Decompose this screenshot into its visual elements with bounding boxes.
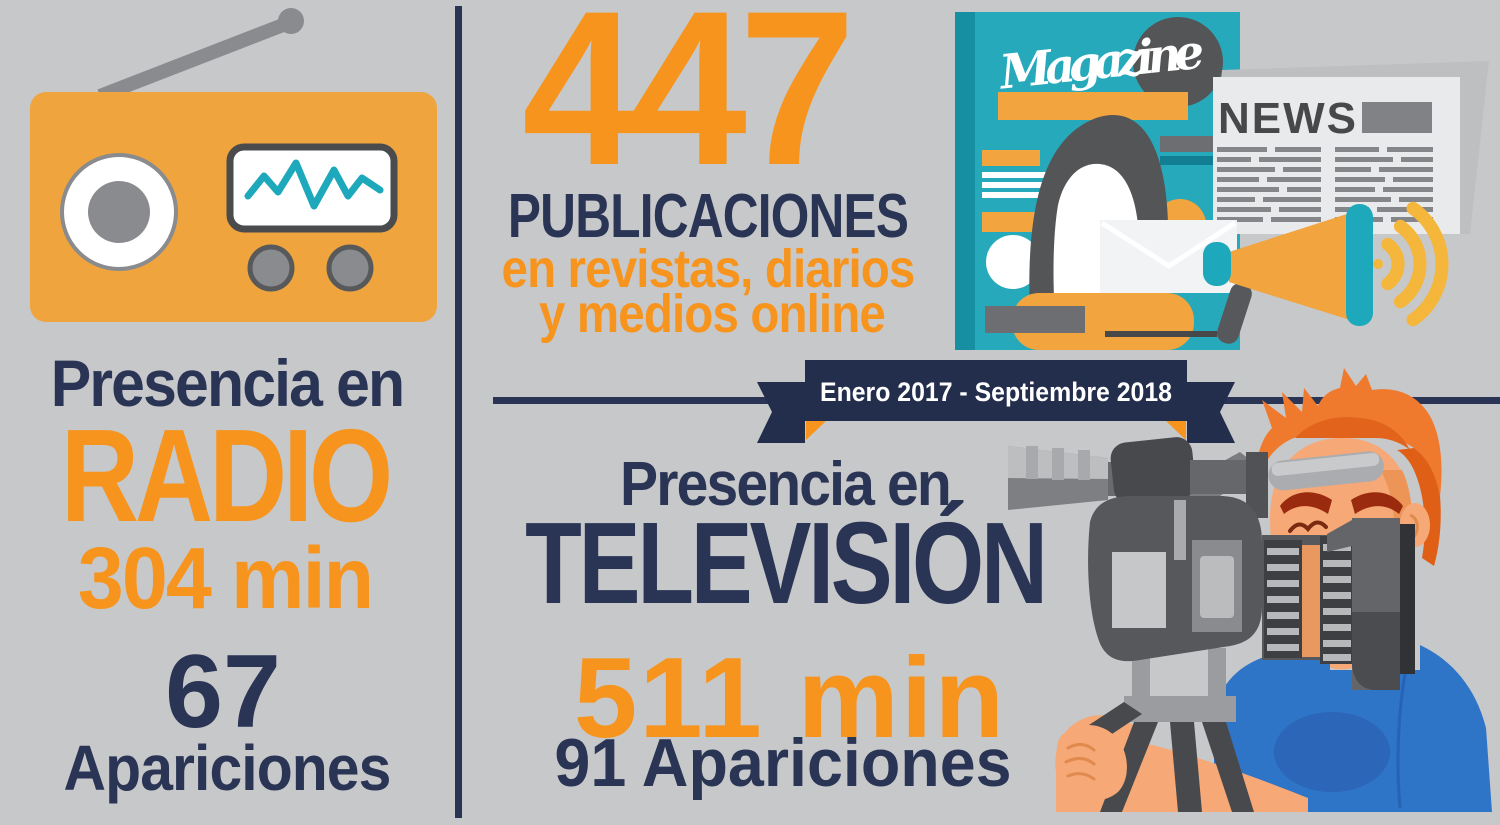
magazine-bar-gray <box>1160 136 1214 152</box>
megaphone-bell <box>1346 204 1373 326</box>
tv-medium-label: TELEVISIÓN <box>525 498 1048 628</box>
lens-hood-wedge <box>1327 520 1352 552</box>
camera-panel <box>1112 552 1166 628</box>
tripod-leg <box>1202 722 1254 812</box>
magazine-spine <box>955 12 977 350</box>
magazine-bar-bottom <box>985 306 1085 333</box>
magazine-bar-small <box>982 150 1040 166</box>
period-ribbon: Enero 2017 - Septiembre 2018 <box>757 360 1235 443</box>
magazine-rule <box>1105 331 1217 337</box>
radio-minutes-value: 304 min <box>77 530 374 627</box>
magazine-icon: Magazine <box>955 12 1240 350</box>
sweater-circle <box>1274 712 1390 792</box>
radio-knob-right <box>326 244 374 292</box>
tripod-leg <box>1170 722 1202 812</box>
tv-minutes-value: 511 min <box>573 635 1007 762</box>
eyebrow-right <box>1351 492 1403 514</box>
radio-section-title: Presencia en <box>50 346 405 420</box>
ribbon-tail-right <box>1187 382 1235 443</box>
megaphone-mouthpiece <box>1203 242 1231 286</box>
radio-display <box>226 143 398 233</box>
tv-section-title: Presencia en <box>620 450 952 519</box>
tripod-post <box>1132 648 1150 700</box>
eyepiece-block <box>1246 452 1268 518</box>
magazine-line <box>982 172 1052 178</box>
mic-segment <box>1026 446 1038 479</box>
magazine-bar-title <box>998 92 1188 120</box>
newspaper-photo <box>1362 102 1432 133</box>
lens-hood-lower <box>1352 612 1400 690</box>
sweater-seam <box>1396 667 1408 809</box>
radio-antenna <box>97 18 286 103</box>
cameraman-hair <box>1254 368 1442 512</box>
radio-medium-label: RADIO <box>60 402 393 549</box>
ribbon-fold-right <box>1166 421 1186 440</box>
newspaper-text-lines <box>1217 147 1433 222</box>
radio-appearances-value: 67 <box>165 634 281 750</box>
radio-antenna-tip <box>278 8 304 34</box>
eyebrow-left <box>1280 492 1332 514</box>
magazine-line <box>982 192 1052 198</box>
publications-subline-1: en revistas, diarios <box>501 239 916 299</box>
ribbon-label: Enero 2017 - Septiembre 2018 <box>820 377 1172 407</box>
publications-headline: PUBLICACIONES <box>507 182 909 251</box>
finger-lines <box>1064 743 1096 781</box>
cameraman-headband <box>1268 451 1384 491</box>
neck-gap <box>1302 545 1322 657</box>
radio-icon <box>30 8 437 322</box>
lens-cap <box>1400 524 1415 674</box>
ribbon-fold-left <box>806 421 826 440</box>
tripod-crossbar <box>1124 696 1236 722</box>
tripod-post <box>1208 648 1226 700</box>
magazine-dot <box>986 235 1040 289</box>
publications-number: 447 <box>522 0 856 211</box>
magazine-bar-teal <box>1160 156 1214 165</box>
tv-appearances-value: 91 Apariciones <box>554 725 1012 801</box>
camera-panel-inner <box>1200 556 1234 618</box>
radio-speaker-center <box>88 181 150 243</box>
megaphone-handle <box>1216 283 1252 344</box>
envelope-flap <box>1100 220 1237 269</box>
publications-subline-2: y medios online <box>539 284 886 344</box>
radio-waveform <box>244 159 384 210</box>
magazine-line <box>982 182 1052 188</box>
eye-left-closed <box>1288 520 1328 533</box>
megaphone-icon <box>1203 201 1449 344</box>
ribbon-tail-left <box>757 382 805 443</box>
viewfinder-tube <box>1190 460 1248 494</box>
megaphone-cone <box>1229 213 1350 320</box>
cameraman-hair-side <box>1397 448 1441 566</box>
cameraman-illustration <box>1008 368 1492 812</box>
mic-segment <box>1052 448 1064 480</box>
radio-knob-left <box>247 244 295 292</box>
cameraman-fringe <box>1295 417 1410 450</box>
magazine-bar-small <box>982 212 1044 232</box>
mic-segment <box>1078 450 1090 480</box>
sound-waves <box>1373 201 1449 327</box>
camera-trim <box>1174 500 1186 560</box>
ribbon-body <box>805 360 1187 421</box>
camera-viewfinder <box>1110 437 1196 505</box>
section-divider <box>455 6 462 818</box>
newspaper-title: NEWS <box>1218 94 1358 143</box>
magazine-circle <box>1133 17 1223 107</box>
radio-appearances-label: Apariciones <box>63 732 392 804</box>
